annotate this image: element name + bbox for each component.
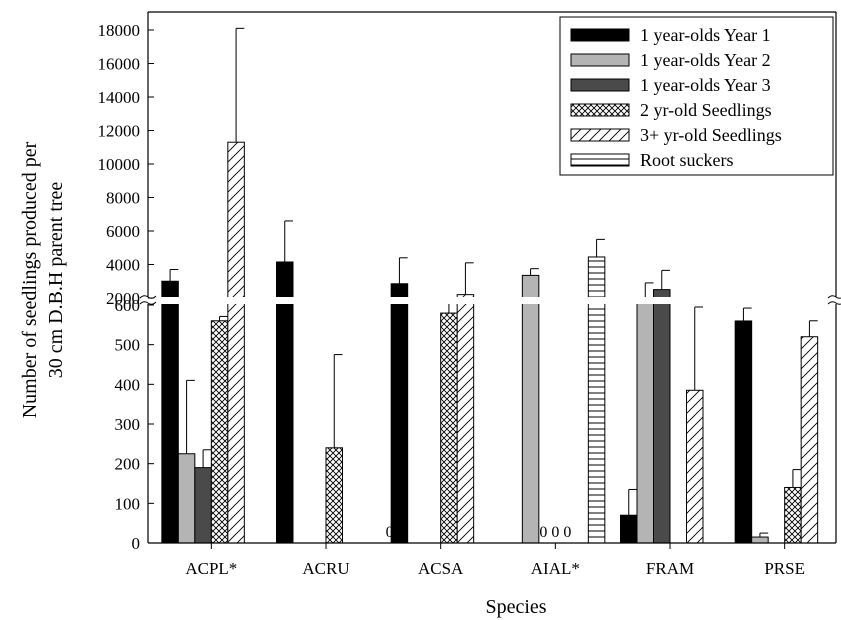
y-tick-label: 6000	[106, 222, 140, 241]
legend-label: 2 yr-old Seedlings	[640, 100, 772, 120]
bar-fram-0	[620, 514, 638, 544]
x-tick-label-acpl: ACPL*	[185, 559, 237, 578]
bar-fram-4	[686, 389, 704, 544]
bar-acpl-0	[161, 280, 179, 544]
y-tick-label: 16000	[98, 55, 141, 74]
zero-labels: 0 0 0 0 0	[386, 524, 572, 541]
y-tick-label: 400	[115, 375, 141, 394]
legend-label: 3+ yr-old Seedlings	[640, 125, 782, 145]
legend-swatch	[570, 128, 630, 142]
bar-acsa-3	[440, 312, 458, 544]
x-tick-label-acru: ACRU	[302, 559, 349, 578]
legend-swatch	[570, 103, 630, 117]
legend-box	[559, 16, 834, 176]
y-tick-label: 14000	[98, 88, 141, 107]
bars-layer	[161, 141, 819, 544]
legend-label: 1 year-olds Year 1	[640, 25, 771, 45]
bar-prse-4	[800, 336, 819, 544]
y-tick-label: 10000	[98, 155, 141, 174]
bar-acpl-4	[227, 141, 245, 544]
bar-acru-3	[325, 447, 343, 544]
legend-swatch	[570, 153, 630, 167]
y-tick-label: 0	[132, 534, 141, 553]
x-tick-label-prse: PRSE	[764, 559, 805, 578]
y-tick-label: 4000	[106, 256, 140, 275]
legend-swatch	[570, 78, 630, 92]
y-tick-label: 300	[115, 415, 141, 434]
x-axis-ticks: ACPL* ACRU ACSA AIAL* FRAM PRSE	[185, 543, 805, 578]
y-tick-label: 500	[115, 336, 141, 355]
x-tick-label-fram: FRAM	[646, 559, 694, 578]
bar-aial-1	[521, 274, 540, 544]
bar-acru-0	[276, 261, 294, 544]
axis-break	[134, 295, 841, 305]
bar-prse-3	[784, 486, 802, 544]
legend-label: 1 year-olds Year 3	[640, 75, 771, 95]
y-tick-label: 600	[115, 296, 141, 315]
break-mark-right	[827, 301, 841, 305]
x-tick-label-aial: AIAL*	[531, 559, 580, 578]
y-axis-label: Number of seedlings produced per 30 cm D.…	[19, 141, 67, 418]
bar-fram-2	[653, 289, 671, 544]
y-tick-label: 2000	[106, 289, 140, 308]
bar-acpl-1	[177, 453, 196, 544]
x-axis-label: Species	[485, 596, 546, 618]
bar-prse-1	[751, 536, 769, 544]
bar-prse-0	[734, 320, 753, 544]
y-tick-label: 18000	[98, 21, 141, 40]
plot-frame	[147, 11, 837, 544]
zero-label: 0 0 0	[539, 524, 571, 541]
legend-swatch	[570, 53, 630, 67]
legend: 1 year-olds Year 1 1 year-olds Year 2 1 ye…	[559, 16, 834, 176]
bar-acsa-4	[456, 294, 475, 544]
bar-acpl-3	[210, 320, 229, 544]
break-mark-left	[139, 301, 157, 305]
y-tick-label: 12000	[98, 122, 141, 141]
legend-label: Root suckers	[640, 150, 734, 170]
bar-acsa-0	[390, 283, 409, 544]
x-tick-label-acsa: ACSA	[418, 559, 464, 578]
y-tick-label: 200	[115, 455, 141, 474]
y-tick-label: 8000	[106, 189, 140, 208]
y-tick-label: 100	[115, 494, 141, 513]
zero-label: 0 0	[386, 524, 406, 541]
legend-swatch	[570, 28, 630, 42]
bar-acpl-2	[194, 467, 212, 544]
legend-label: 1 year-olds Year 2	[640, 50, 771, 70]
axis-break-band	[134, 297, 841, 304]
error-bars-layer	[169, 27, 818, 538]
bar-fram-1	[636, 299, 654, 544]
